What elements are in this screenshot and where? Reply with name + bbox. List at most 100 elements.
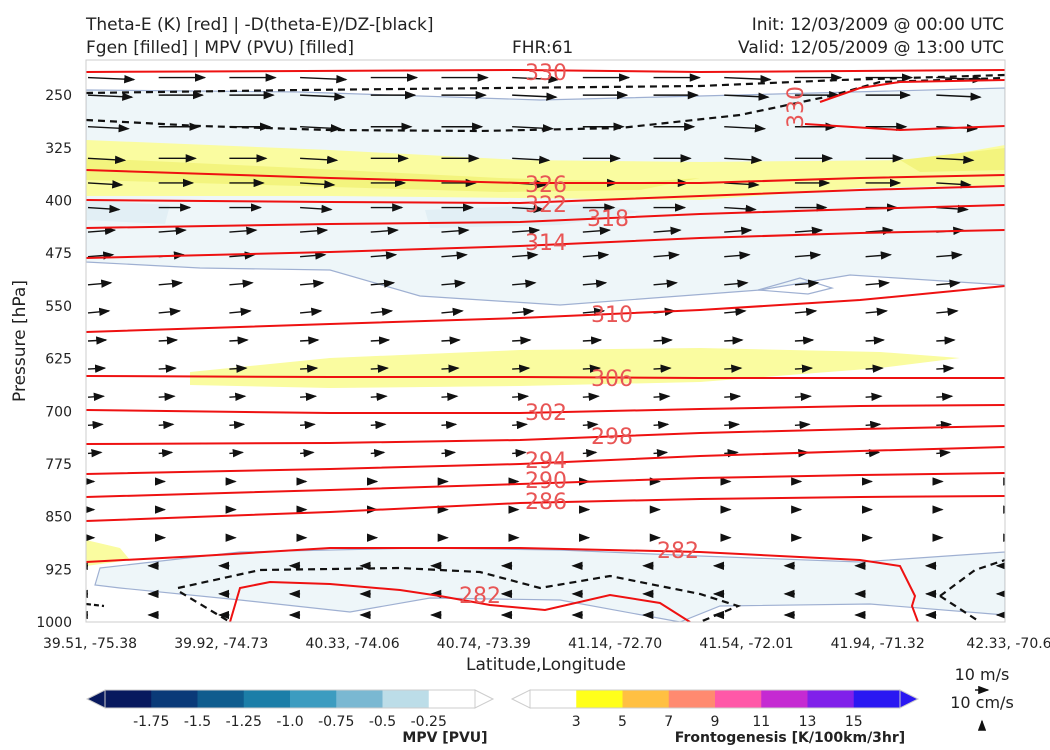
wind-vector bbox=[370, 392, 388, 402]
wind-vector bbox=[370, 279, 396, 288]
wind-reference-horizontal-label: 10 m/s bbox=[955, 665, 1010, 684]
theta-e-contours bbox=[86, 68, 1005, 622]
mpv-colorbar-title: MPV [PVU] bbox=[402, 730, 487, 746]
colorbar-tick-label: -0.25 bbox=[411, 714, 447, 730]
y-tick-label: 475 bbox=[45, 246, 72, 262]
wind-vector bbox=[1007, 283, 1030, 285]
wind-vector bbox=[936, 279, 961, 288]
theta-e-contour-line bbox=[86, 204, 1005, 229]
wind-vector bbox=[936, 155, 975, 165]
wind-vector bbox=[229, 420, 246, 430]
wind-vector bbox=[512, 336, 532, 345]
wind-vector bbox=[441, 392, 459, 402]
wind-vector bbox=[441, 307, 464, 317]
wind-vector bbox=[229, 392, 247, 402]
wind-vector bbox=[370, 448, 386, 458]
wind-vector bbox=[865, 448, 881, 458]
theta-e-contour-label: 326 bbox=[525, 173, 567, 198]
colorbar-tick-label: 15 bbox=[845, 714, 863, 730]
wind-vector bbox=[724, 448, 739, 458]
wind-vector bbox=[229, 251, 256, 260]
wind-vector bbox=[936, 251, 963, 260]
wind-reference-key: 10 m/s 10 cm/s bbox=[950, 665, 1014, 731]
theta-e-contour-line bbox=[86, 446, 1005, 475]
colorbar-swatch bbox=[336, 690, 383, 708]
wind-vector bbox=[512, 74, 560, 84]
wind-vector bbox=[794, 364, 814, 373]
wind-vector bbox=[865, 392, 883, 402]
wind-vector bbox=[582, 307, 606, 317]
x-tick-label: 39.92, -74.73 bbox=[174, 636, 268, 652]
wind-vector bbox=[87, 420, 104, 430]
wind-vector bbox=[87, 392, 105, 402]
wind-vector bbox=[582, 279, 608, 288]
theta-e-contour-label: 294 bbox=[525, 449, 567, 474]
colorbar-swatch bbox=[530, 690, 577, 708]
wind-vector bbox=[512, 251, 539, 260]
wind-vector bbox=[936, 92, 982, 101]
colorbar-swatch bbox=[576, 690, 623, 708]
wind-vector bbox=[87, 307, 111, 317]
y-axis-label: Pressure [hPa] bbox=[10, 280, 30, 402]
theta-e-contour-label: 322 bbox=[525, 193, 567, 218]
wind-vector bbox=[512, 155, 551, 165]
wind-vector bbox=[1007, 340, 1025, 341]
y-tick-label: 925 bbox=[45, 562, 72, 578]
wind-vector bbox=[794, 226, 824, 236]
wind-vector bbox=[300, 336, 320, 345]
theta-e-contour-line bbox=[86, 404, 1005, 414]
wind-vector bbox=[158, 364, 177, 373]
colorbar-swatch bbox=[243, 690, 291, 708]
theta-e-contour-label: 286 bbox=[525, 490, 567, 515]
wind-vector bbox=[300, 420, 316, 430]
frontogenesis-colorbar: 3 5 7 9 11 13 15 bbox=[510, 689, 920, 730]
wind-vector bbox=[87, 251, 115, 260]
wind-vector bbox=[794, 279, 820, 288]
wind-vector bbox=[653, 448, 669, 458]
colorbar-tick-label: -1.5 bbox=[184, 714, 211, 730]
y-axis-ticks: 250 325 400 475 550 625 700 775 850 925 1000 bbox=[36, 88, 72, 631]
y-tick-label: 850 bbox=[45, 510, 72, 526]
wind-vector bbox=[724, 74, 772, 84]
wind-vector bbox=[512, 420, 528, 430]
wind-vector bbox=[1007, 424, 1021, 425]
wind-vector bbox=[158, 279, 184, 288]
wind-vector bbox=[1007, 396, 1023, 397]
wind-vector bbox=[229, 448, 244, 458]
wind-vector bbox=[1007, 452, 1020, 453]
forecast-hour: FHR:61 bbox=[512, 38, 574, 58]
y-tick-label: 700 bbox=[45, 404, 72, 420]
wind-vector bbox=[865, 420, 882, 430]
wind-vector bbox=[441, 226, 470, 236]
wind-vector bbox=[441, 279, 466, 288]
wind-vector bbox=[936, 364, 955, 373]
wind-vector bbox=[653, 336, 673, 345]
wind-vector bbox=[724, 204, 757, 214]
wind-vector bbox=[582, 392, 600, 402]
stability-contour-top bbox=[86, 73, 1005, 95]
wind-vector bbox=[512, 204, 545, 214]
wind-vector bbox=[794, 420, 811, 430]
wind-vector bbox=[158, 307, 182, 317]
wind-vector bbox=[158, 226, 187, 236]
x-tick-label: 40.74, -73.39 bbox=[437, 636, 531, 652]
wind-vector bbox=[794, 392, 812, 402]
theta-e-contour-line bbox=[819, 79, 1005, 103]
wind-vector bbox=[300, 92, 346, 101]
wind-vector bbox=[300, 155, 339, 165]
wind-vector bbox=[300, 364, 319, 373]
colorbar-tick-label: 13 bbox=[799, 714, 817, 730]
wind-vector bbox=[865, 279, 891, 288]
wind-vector bbox=[512, 124, 554, 133]
title-line-2: Fgen [filled] | MPV (PVU) [filled] bbox=[86, 38, 355, 58]
wind-vector bbox=[300, 279, 325, 288]
wind-vector bbox=[441, 336, 461, 345]
wind-vector bbox=[87, 74, 136, 84]
wind-vector bbox=[653, 226, 682, 236]
wind-vector bbox=[300, 74, 348, 84]
wind-vector bbox=[512, 448, 527, 458]
wind-vector bbox=[724, 420, 741, 430]
wind-vector bbox=[794, 307, 818, 317]
colorbar-tick-label: 11 bbox=[752, 714, 770, 730]
